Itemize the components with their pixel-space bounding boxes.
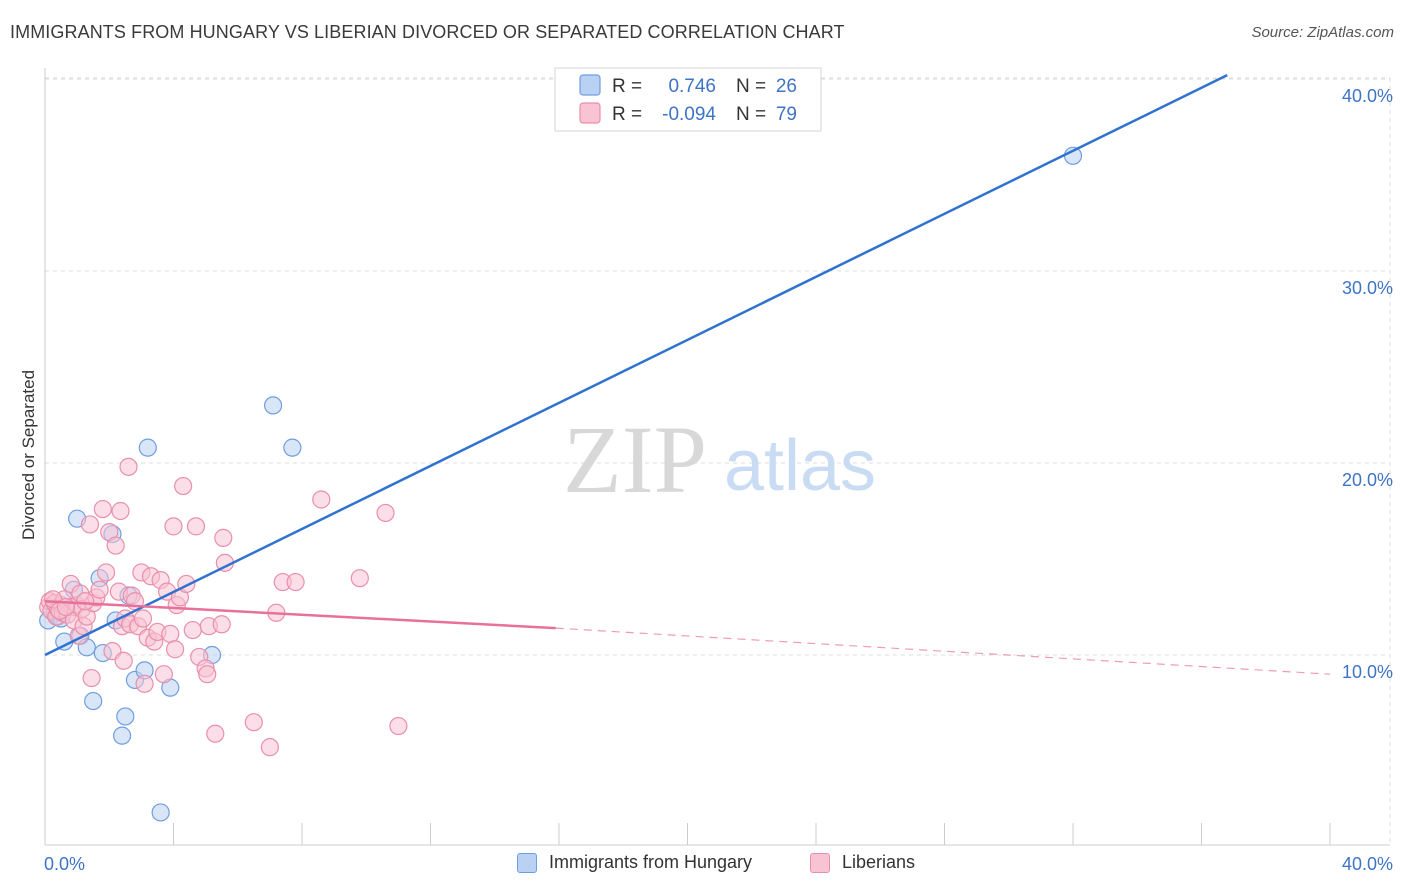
liberian-point — [212, 615, 231, 634]
legend-top-n-label: N = — [736, 76, 766, 97]
x-tick-label: 40.0% — [1342, 854, 1393, 874]
liberian-point — [80, 515, 100, 534]
liberian-point — [119, 457, 138, 476]
tick-label-layer: 10.0% 20.0% 30.0% 40.0% 0.0% 40.0% — [44, 86, 1393, 874]
y-tick-label: 30.0% — [1342, 278, 1393, 298]
liberian-point — [154, 665, 173, 684]
liberian-point — [260, 738, 279, 757]
legend-top-n-label: N = — [736, 104, 766, 125]
liberian-point — [244, 713, 263, 732]
hungary-point — [263, 396, 283, 415]
liberian-point — [198, 665, 217, 684]
points-layer — [39, 146, 1083, 822]
hungary-point — [283, 438, 302, 457]
hungary-point — [138, 438, 157, 457]
liberian-point — [174, 476, 193, 496]
legend-item-liberians[interactable]: Liberians — [810, 852, 915, 873]
liberian-point — [206, 724, 225, 743]
hungary-point — [116, 707, 135, 726]
legend-swatch-blue — [517, 852, 537, 873]
y-tick-label: 40.0% — [1342, 86, 1393, 106]
legend-top: R = 0.746 N = 26 R = -0.094 N = 79 — [554, 67, 822, 132]
x-tick-label: 0.0% — [44, 854, 85, 874]
liberian-point — [166, 640, 185, 659]
grid-layer — [45, 77, 1391, 845]
watermark-atlas: atlas — [724, 426, 876, 506]
liberian-point — [183, 620, 202, 640]
liberian-point — [186, 517, 206, 536]
watermark-zip: ZIP — [563, 406, 707, 513]
legend-top-n-value: 26 — [776, 76, 797, 97]
liberian-point — [114, 651, 133, 670]
liberian-point — [93, 499, 112, 519]
legend-top-r-label: R = — [612, 104, 642, 125]
liberian-point — [312, 490, 331, 509]
legend-label-liberians: Liberians — [842, 852, 916, 872]
legend-bottom: Immigrants from Hungary Liberians — [0, 852, 1406, 878]
liberian-point — [164, 517, 183, 536]
legend-swatch-pink — [810, 852, 830, 873]
liberian-point — [214, 528, 233, 547]
liberian-point — [161, 624, 180, 643]
liberian-point — [389, 716, 408, 736]
hungary-point — [151, 803, 170, 822]
chart-title: IMMIGRANTS FROM HUNGARY VS LIBERIAN DIVO… — [10, 22, 845, 42]
legend-top-swatch-pink — [579, 102, 601, 124]
axes-layer — [44, 68, 1390, 846]
liberian-point — [82, 668, 101, 688]
liberian-point — [133, 609, 153, 628]
source-label: Source: ZipAtlas.com — [1251, 24, 1394, 41]
legend-top-r-value: 0.746 — [668, 76, 716, 97]
legend-item-hungary[interactable]: Immigrants from Hungary — [517, 852, 752, 873]
y-tick-label: 20.0% — [1342, 470, 1393, 490]
liberian-point — [350, 569, 369, 588]
hungary-point — [84, 691, 103, 711]
legend-top-swatch-blue — [579, 74, 601, 96]
legend-label-hungary: Immigrants from Hungary — [549, 852, 753, 872]
y-axis-label: Divorced or Separated — [19, 370, 38, 540]
liberian-trend-line — [44, 599, 556, 630]
legend-top-r-value: -0.094 — [662, 104, 716, 125]
trend-layer — [44, 74, 1331, 675]
hungary-point — [112, 726, 132, 745]
liberian-point — [376, 503, 395, 523]
liberian-point — [135, 674, 154, 693]
liberian-point — [96, 563, 116, 582]
liberian-point — [286, 572, 305, 592]
liberian-trend-line-extension — [555, 627, 1331, 675]
hungary-trend-line — [44, 74, 1228, 657]
liberian-point — [76, 592, 95, 611]
liberian-point — [90, 580, 109, 599]
legend-top-n-value: 79 — [776, 104, 797, 125]
legend-top-r-label: R = — [612, 76, 642, 97]
watermark: ZIP atlas — [563, 406, 876, 513]
liberian-point — [111, 501, 130, 521]
liberian-point — [106, 536, 125, 555]
y-tick-label: 10.0% — [1342, 662, 1393, 682]
